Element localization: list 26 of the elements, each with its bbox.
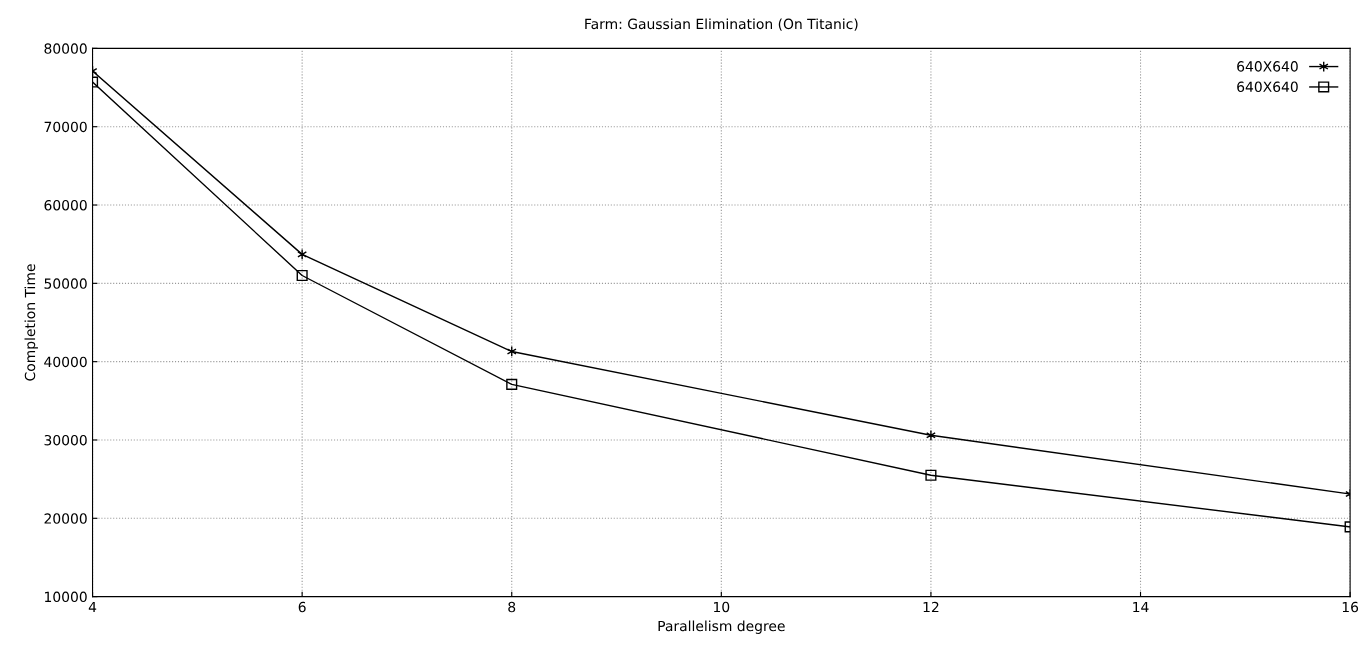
point bbox=[506, 378, 518, 390]
chart-title: Farm: Gaussian Elimination (On Titanic) bbox=[585, 18, 858, 31]
y-tick-label: 30000 bbox=[44, 434, 87, 446]
y-tick-label: 80000 bbox=[44, 43, 87, 54]
y-tick-label: 20000 bbox=[44, 513, 87, 524]
x-tick-label: 12 bbox=[923, 601, 939, 613]
y-tick-label: 10000 bbox=[45, 591, 87, 603]
point bbox=[297, 248, 308, 260]
x-axis-title: Parallelism degree bbox=[658, 620, 785, 634]
y-axis-title: Completion Time bbox=[24, 264, 38, 381]
point bbox=[296, 269, 308, 282]
y-tick-label: 50000 bbox=[44, 278, 87, 289]
legend-label: 640X640 bbox=[1237, 61, 1298, 72]
x-tick-label: 16 bbox=[1342, 601, 1359, 613]
y-tick-label: 40000 bbox=[44, 356, 87, 368]
x-tick-label: 4 bbox=[88, 601, 97, 613]
point bbox=[925, 469, 937, 481]
point bbox=[926, 429, 936, 441]
x-tick-label: 8 bbox=[508, 601, 516, 613]
point bbox=[506, 345, 517, 358]
legend-label: 640X640 bbox=[1237, 81, 1298, 93]
x-tick-label: 6 bbox=[298, 601, 306, 613]
y-tick-label: 70000 bbox=[44, 121, 87, 133]
x-tick-label: 10 bbox=[714, 601, 730, 613]
y-tick-label: 60000 bbox=[44, 199, 87, 211]
x-tick-label: 14 bbox=[1133, 601, 1149, 613]
